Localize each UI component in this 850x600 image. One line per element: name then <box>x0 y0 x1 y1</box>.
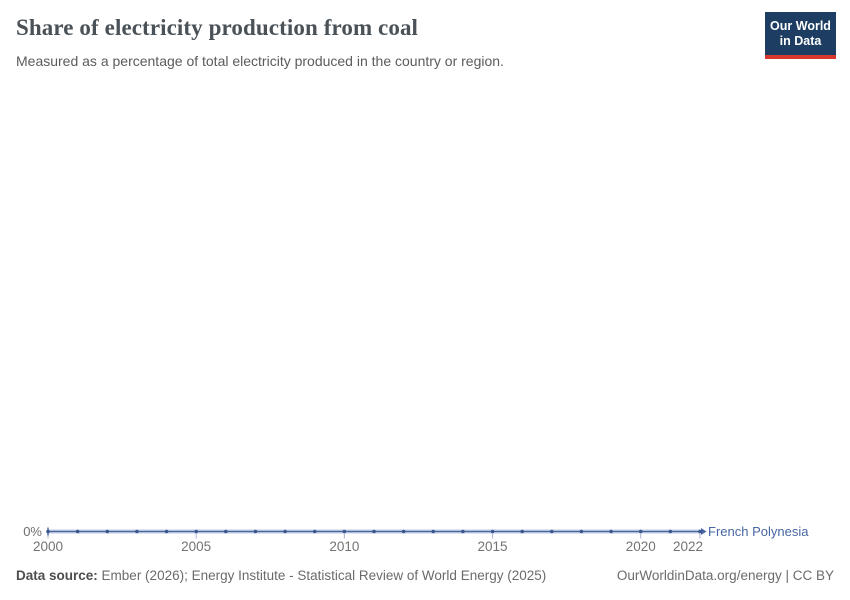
x-tick-label-2020: 2020 <box>625 539 656 554</box>
data-source-note: Data source: Ember (2026); Energy Instit… <box>16 568 546 583</box>
owid-logo-line1: Our World <box>770 19 831 33</box>
x-tick-label-2005: 2005 <box>181 539 212 554</box>
x-tick-label-2022: 2022 <box>672 539 704 554</box>
x-tick-label-2015: 2015 <box>477 539 508 554</box>
x-tick-label-2010: 2010 <box>329 539 360 554</box>
owid-logo[interactable]: Our World in Data <box>765 12 836 59</box>
chart-footer: Data source: Ember (2026); Energy Instit… <box>16 568 834 583</box>
y-axis-tick-label: 0% <box>23 524 42 539</box>
chart-subtitle: Measured as a percentage of total electr… <box>16 53 504 69</box>
data-source-text: Ember (2026); Energy Institute - Statist… <box>101 568 547 583</box>
x-tick-label-2000: 2000 <box>32 539 64 554</box>
license-link[interactable]: OurWorldinData.org/energy | CC BY <box>616 568 834 583</box>
series-label-french-polynesia[interactable]: French Polynesia <box>708 524 809 539</box>
chart-title: Share of electricity production from coa… <box>16 15 419 40</box>
owid-logo-line2: in Data <box>779 33 822 48</box>
data-source-label: Data source: <box>16 568 98 583</box>
